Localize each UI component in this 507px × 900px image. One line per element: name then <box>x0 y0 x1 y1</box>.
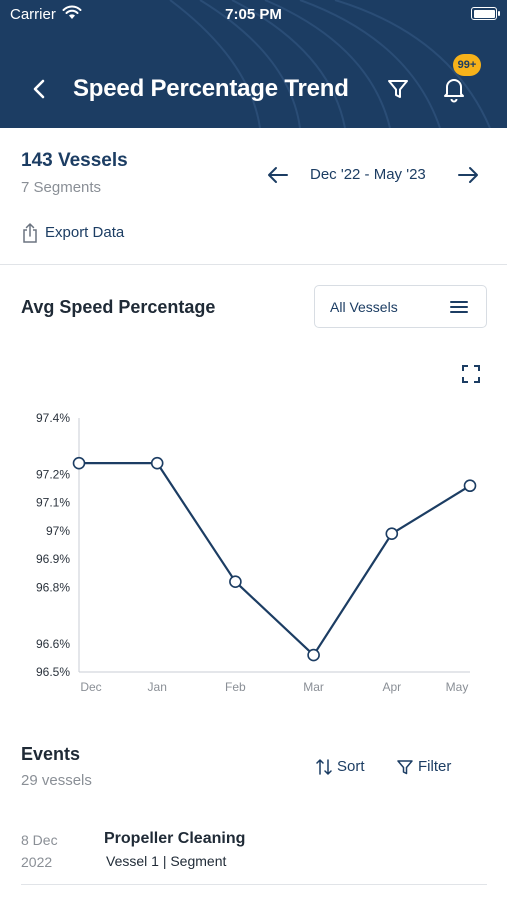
data-point <box>463 479 477 493</box>
event-day: 8 Dec <box>21 832 58 848</box>
arrow-left-icon[interactable] <box>266 164 290 186</box>
y-tick-label: 97.1% <box>36 496 70 510</box>
divider <box>21 884 487 885</box>
date-range-selector: Dec '22 - May '23 <box>260 160 490 190</box>
x-tick-label: Feb <box>225 680 246 694</box>
filter-icon[interactable] <box>385 76 411 102</box>
bell-icon[interactable] <box>440 74 468 104</box>
x-tick-label: Dec <box>80 680 101 694</box>
filter-icon <box>397 760 413 775</box>
events-count: 29 vessels <box>21 772 92 789</box>
y-tick-label: 97.4% <box>36 411 70 425</box>
back-arrow-icon[interactable] <box>26 74 52 104</box>
event-details: Vessel 1 | Segment <box>106 853 227 869</box>
x-tick-label: Apr <box>382 680 401 694</box>
carrier-label: Carrier <box>10 6 56 23</box>
chart-title: Avg Speed Percentage <box>21 297 216 317</box>
y-tick-label: 97.2% <box>36 467 70 481</box>
series-line <box>79 462 471 657</box>
export-data-label: Export Data <box>45 224 125 241</box>
arrow-right-icon[interactable] <box>456 164 480 186</box>
x-tick-label: Mar <box>303 680 324 694</box>
sort-icon <box>316 759 332 775</box>
clock: 7:05 PM <box>225 6 282 23</box>
data-point <box>72 456 86 470</box>
page-title: Speed Percentage Trend <box>73 75 349 102</box>
fullscreen-icon[interactable] <box>461 364 481 384</box>
battery-icon <box>471 7 500 20</box>
header-decoration <box>169 0 491 128</box>
notification-badge: 99+ <box>453 54 481 76</box>
event-name: Propeller Cleaning <box>104 830 246 847</box>
vessel-filter-dropdown[interactable]: All Vessels <box>314 285 487 328</box>
events-filter-label: Filter <box>418 758 452 775</box>
data-point <box>150 456 164 470</box>
y-tick-label: 96.8% <box>36 580 70 594</box>
x-tick-label: Jan <box>148 680 167 694</box>
y-tick-label: 96.6% <box>36 637 70 651</box>
date-range-label: Dec '22 - May '23 <box>310 166 426 183</box>
segment-count: 7 Segments <box>21 179 102 196</box>
data-point <box>229 575 242 588</box>
event-row[interactable]: 8 Dec 2022 Propeller Cleaning Vessel 1 |… <box>0 822 507 884</box>
status-bar: Carrier 7:05 PM <box>0 0 507 28</box>
sort-label: Sort <box>337 758 365 775</box>
vessel-filter-label: All Vessels <box>330 299 398 315</box>
app-header: Carrier 7:05 PM Speed Percentage Trend 9… <box>0 0 507 128</box>
event-year: 2022 <box>21 854 53 870</box>
wifi-icon <box>62 5 82 19</box>
events-title: Events <box>21 744 81 764</box>
speed-line-chart: 97.4% 97.2% 97.1% 97% 96.9% 96.8% 96.6% 96.5% De… <box>36 411 477 694</box>
data-point <box>307 648 320 662</box>
summary-panel: 143 Vessels 7 Segments Dec '22 - May '23… <box>0 128 507 265</box>
data-point <box>385 527 399 541</box>
y-tick-label: 96.5% <box>36 665 70 679</box>
x-tick-label: May <box>446 680 469 694</box>
y-tick-label: 97% <box>46 524 70 538</box>
y-tick-label: 96.9% <box>36 552 70 566</box>
menu-icon <box>450 301 468 313</box>
share-icon <box>23 222 37 243</box>
vessel-count: 143 Vessels <box>21 150 128 171</box>
nav-bar: Speed Percentage Trend 99+ <box>0 54 507 116</box>
